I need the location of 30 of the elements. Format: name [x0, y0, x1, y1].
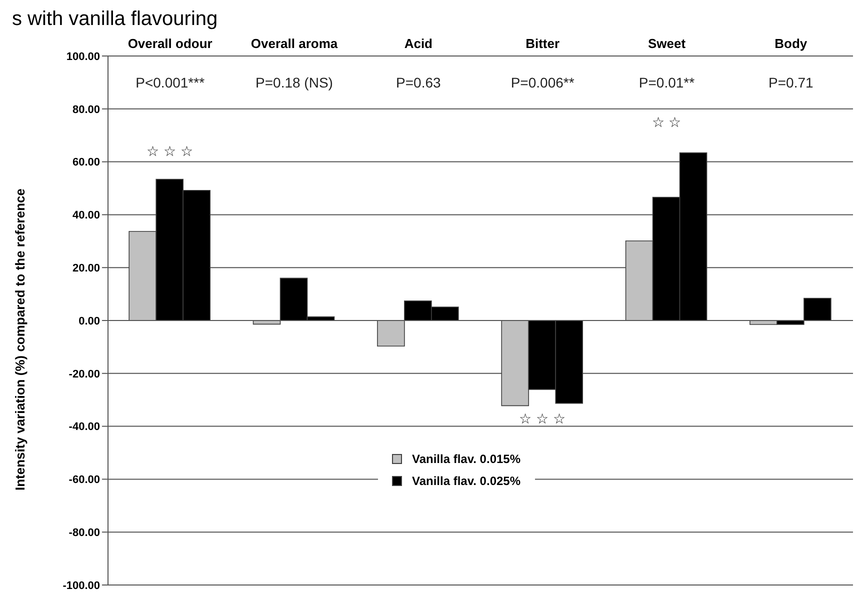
y-tick-label: 60.00	[72, 156, 100, 169]
annotation: P=0.71	[768, 74, 814, 90]
y-tick-label: -80.00	[68, 527, 100, 540]
y-tick-label: -100.00	[62, 580, 100, 592]
x-tick-label: Sweet	[648, 36, 686, 51]
y-tick-label: 20.00	[72, 262, 100, 275]
x-tick-label: Body	[774, 36, 808, 51]
y-tick-label: -20.00	[68, 368, 100, 380]
y-tick-label: -40.00	[68, 421, 100, 434]
legend-label: Vanilla flav. 0.015%	[412, 452, 521, 466]
annotation: P=0.63	[396, 74, 442, 90]
annotation: P=0.01**	[638, 74, 696, 90]
annotation: ☆ ☆	[652, 114, 682, 130]
y-tick-label: -60.00	[68, 474, 100, 486]
x-tick-label: Acid	[404, 36, 433, 51]
annotation: P<0.001***	[136, 74, 206, 90]
annotation: ☆ ☆ ☆	[146, 143, 194, 160]
x-tick-label: Overall aroma	[250, 36, 338, 51]
y-tick-label: 0.00	[78, 315, 100, 328]
y-axis-title: Intensity variation (%) compared to the reference	[12, 188, 28, 490]
y-tick-label: 100.00	[66, 50, 100, 63]
y-tick-label: 80.00	[72, 104, 100, 116]
legend-label: Vanilla flav. 0.025%	[412, 474, 521, 488]
x-tick-label: Bitter	[526, 36, 560, 51]
annotation: P=0.006**	[510, 74, 575, 90]
annotation: ☆ ☆ ☆	[519, 410, 566, 426]
annotation: P=0.18 (NS)	[256, 74, 333, 90]
chart-title: s with vanilla flavouring	[12, 8, 219, 30]
y-tick-label: 40.00	[72, 210, 100, 222]
x-tick-label: Overall odour	[128, 36, 212, 51]
